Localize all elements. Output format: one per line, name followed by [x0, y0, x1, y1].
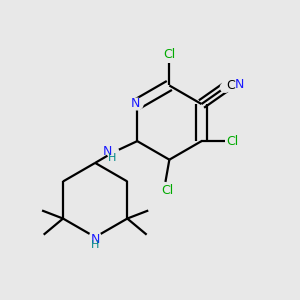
Circle shape — [107, 147, 119, 158]
Text: N: N — [103, 145, 112, 158]
Text: N: N — [131, 97, 140, 110]
Circle shape — [89, 231, 101, 243]
Circle shape — [220, 82, 230, 92]
Text: N: N — [235, 78, 244, 91]
Text: N: N — [91, 232, 100, 245]
Text: Cl: Cl — [163, 48, 176, 61]
Text: Cl: Cl — [161, 184, 173, 197]
Text: H: H — [108, 153, 116, 163]
Text: Cl: Cl — [226, 135, 239, 148]
Text: C: C — [227, 79, 236, 92]
Text: H: H — [91, 241, 100, 250]
Circle shape — [131, 98, 143, 110]
